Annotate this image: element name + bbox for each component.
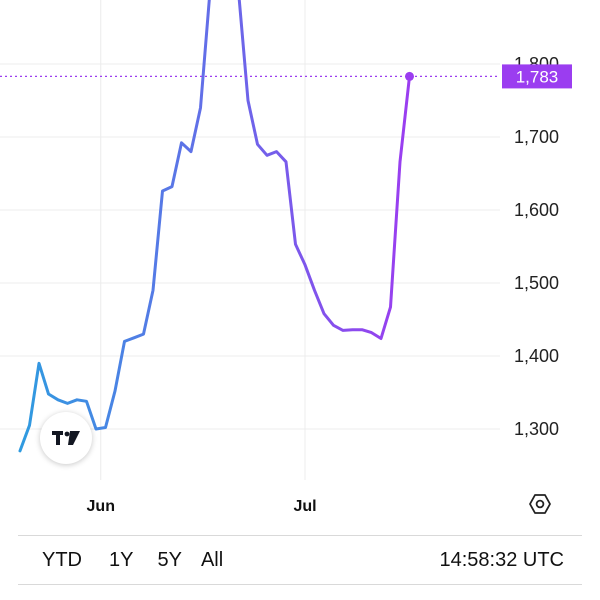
range-button-1y[interactable]: 1Y [109, 548, 134, 571]
range-button-5y[interactable]: 5Y [157, 548, 182, 571]
current-price-badge: 1,783 [502, 64, 572, 89]
utc-clock[interactable]: 14:58:32 UTC [439, 548, 564, 571]
x-axis: Jun Jul [87, 498, 317, 515]
y-tick-label: 1,700 [514, 127, 559, 147]
y-tick-label: 1,400 [514, 346, 559, 366]
current-price-point [405, 71, 414, 81]
x-tick-label: Jun [87, 498, 115, 515]
grid-lines [0, 0, 500, 480]
tradingview-logo-icon[interactable] [40, 412, 92, 464]
x-tick-label: Jul [293, 498, 316, 515]
y-tick-label: 1,300 [514, 419, 559, 439]
price-line [18, 0, 411, 453]
range-button-all[interactable]: All [200, 548, 224, 571]
settings-hexagon-icon [529, 494, 551, 514]
settings-button[interactable] [526, 490, 554, 518]
y-tick-label: 1,500 [514, 273, 559, 293]
price-chart[interactable]: 1,300 1,400 1,500 1,600 1,700 1,800 Jun Jul 1,… [0, 0, 600, 540]
y-tick-label: 1,600 [514, 200, 559, 220]
range-button-ytd[interactable]: YTD [42, 548, 82, 571]
bottom-toolbar: YTD 1Y 5Y All 14:58:32 UTC [18, 535, 582, 585]
current-price-label: 1,783 [516, 67, 559, 86]
